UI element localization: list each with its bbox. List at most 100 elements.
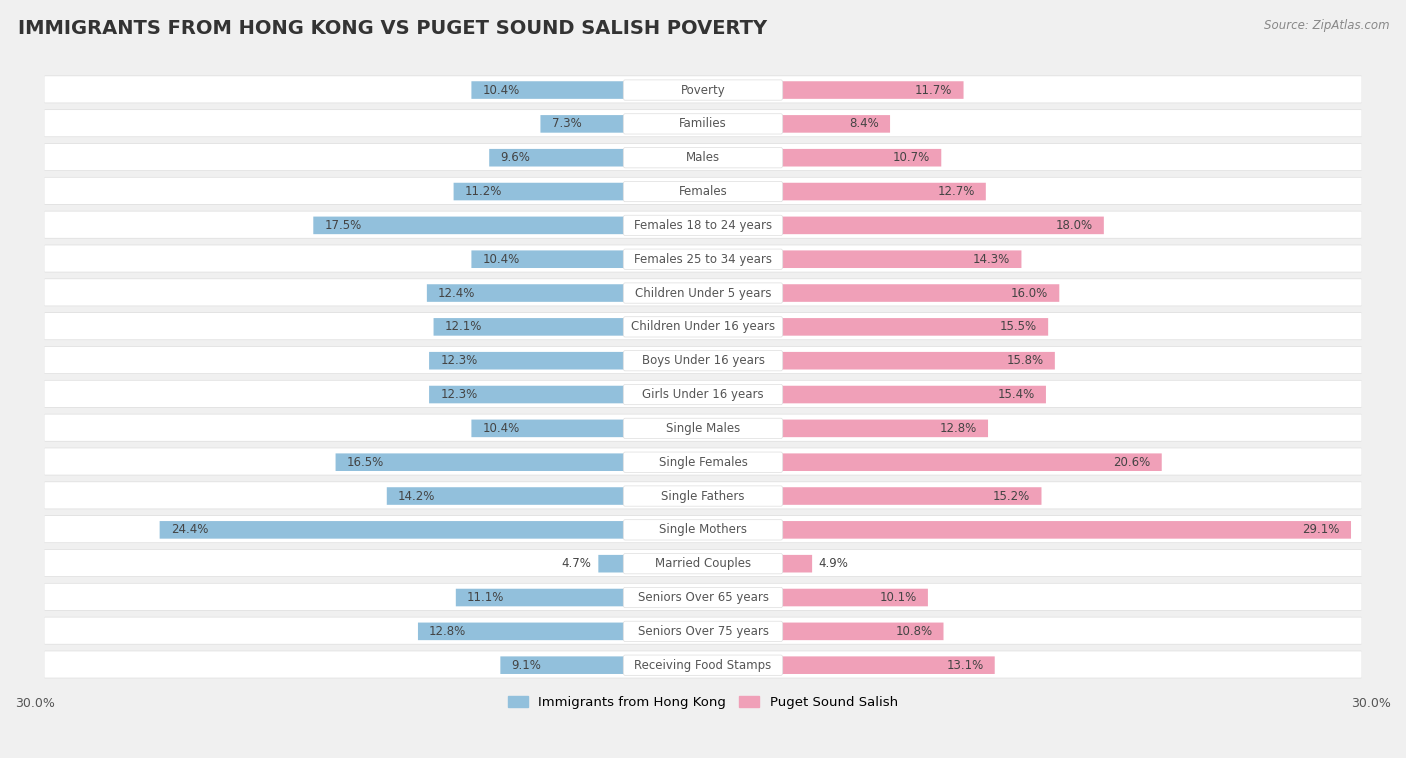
Text: 10.1%: 10.1% [880, 591, 917, 604]
FancyBboxPatch shape [703, 115, 890, 133]
Text: Source: ZipAtlas.com: Source: ZipAtlas.com [1264, 19, 1389, 32]
Text: Families: Families [679, 117, 727, 130]
Text: Single Females: Single Females [658, 456, 748, 468]
Text: 10.4%: 10.4% [482, 252, 520, 266]
FancyBboxPatch shape [703, 183, 986, 200]
FancyBboxPatch shape [623, 350, 783, 371]
Text: Girls Under 16 years: Girls Under 16 years [643, 388, 763, 401]
FancyBboxPatch shape [45, 347, 1361, 373]
FancyBboxPatch shape [623, 553, 783, 574]
FancyBboxPatch shape [623, 587, 783, 608]
FancyBboxPatch shape [45, 516, 1361, 543]
FancyBboxPatch shape [45, 448, 1361, 475]
FancyBboxPatch shape [703, 487, 1042, 505]
Text: 15.8%: 15.8% [1007, 354, 1043, 367]
FancyBboxPatch shape [45, 279, 1361, 305]
Text: 4.7%: 4.7% [562, 557, 592, 570]
FancyBboxPatch shape [45, 515, 1361, 543]
FancyBboxPatch shape [45, 211, 1361, 238]
FancyBboxPatch shape [336, 453, 703, 471]
FancyBboxPatch shape [45, 482, 1361, 509]
FancyBboxPatch shape [703, 453, 1161, 471]
Text: Single Males: Single Males [666, 422, 740, 435]
FancyBboxPatch shape [623, 520, 783, 540]
FancyBboxPatch shape [623, 384, 783, 405]
FancyBboxPatch shape [45, 144, 1361, 171]
FancyBboxPatch shape [314, 217, 703, 234]
Text: 11.2%: 11.2% [465, 185, 502, 198]
FancyBboxPatch shape [623, 317, 783, 337]
Text: 16.0%: 16.0% [1011, 287, 1047, 299]
Text: 24.4%: 24.4% [170, 523, 208, 537]
Text: 10.4%: 10.4% [482, 422, 520, 435]
FancyBboxPatch shape [45, 177, 1361, 204]
Text: Single Fathers: Single Fathers [661, 490, 745, 503]
FancyBboxPatch shape [45, 76, 1361, 103]
Text: 12.4%: 12.4% [439, 287, 475, 299]
FancyBboxPatch shape [623, 486, 783, 506]
FancyBboxPatch shape [703, 284, 1059, 302]
Text: 10.7%: 10.7% [893, 151, 931, 164]
Text: 12.3%: 12.3% [440, 388, 478, 401]
FancyBboxPatch shape [501, 656, 703, 674]
Text: 11.1%: 11.1% [467, 591, 505, 604]
Text: 17.5%: 17.5% [325, 219, 361, 232]
FancyBboxPatch shape [429, 386, 703, 403]
FancyBboxPatch shape [703, 521, 1351, 539]
FancyBboxPatch shape [418, 622, 703, 641]
Text: Females: Females [679, 185, 727, 198]
FancyBboxPatch shape [489, 149, 703, 167]
FancyBboxPatch shape [623, 418, 783, 439]
Text: Females 25 to 34 years: Females 25 to 34 years [634, 252, 772, 266]
Text: Males: Males [686, 151, 720, 164]
FancyBboxPatch shape [623, 622, 783, 641]
FancyBboxPatch shape [45, 313, 1361, 340]
Text: 8.4%: 8.4% [849, 117, 879, 130]
Text: 11.7%: 11.7% [915, 83, 952, 96]
Text: 15.2%: 15.2% [993, 490, 1031, 503]
FancyBboxPatch shape [45, 246, 1361, 271]
FancyBboxPatch shape [45, 346, 1361, 374]
Legend: Immigrants from Hong Kong, Puget Sound Salish: Immigrants from Hong Kong, Puget Sound S… [503, 691, 903, 715]
FancyBboxPatch shape [703, 555, 813, 572]
FancyBboxPatch shape [429, 352, 703, 369]
FancyBboxPatch shape [540, 115, 703, 133]
Text: Children Under 16 years: Children Under 16 years [631, 321, 775, 334]
Text: Females 18 to 24 years: Females 18 to 24 years [634, 219, 772, 232]
FancyBboxPatch shape [703, 656, 994, 674]
FancyBboxPatch shape [45, 651, 1361, 678]
Text: Seniors Over 75 years: Seniors Over 75 years [637, 625, 769, 637]
Text: 14.2%: 14.2% [398, 490, 436, 503]
FancyBboxPatch shape [45, 550, 1361, 576]
Text: 14.3%: 14.3% [973, 252, 1011, 266]
Text: IMMIGRANTS FROM HONG KONG VS PUGET SOUND SALISH POVERTY: IMMIGRANTS FROM HONG KONG VS PUGET SOUND… [18, 19, 768, 38]
FancyBboxPatch shape [623, 148, 783, 168]
FancyBboxPatch shape [45, 278, 1361, 306]
FancyBboxPatch shape [45, 448, 1361, 475]
Text: 7.3%: 7.3% [551, 117, 581, 130]
FancyBboxPatch shape [703, 149, 941, 167]
Text: Seniors Over 65 years: Seniors Over 65 years [637, 591, 769, 604]
FancyBboxPatch shape [45, 549, 1361, 577]
Text: 4.9%: 4.9% [818, 557, 849, 570]
FancyBboxPatch shape [456, 589, 703, 606]
Text: 18.0%: 18.0% [1056, 219, 1092, 232]
Text: 12.7%: 12.7% [938, 185, 974, 198]
Text: 9.6%: 9.6% [501, 151, 530, 164]
FancyBboxPatch shape [433, 318, 703, 336]
FancyBboxPatch shape [703, 386, 1046, 403]
FancyBboxPatch shape [599, 555, 703, 572]
Text: Married Couples: Married Couples [655, 557, 751, 570]
Text: 20.6%: 20.6% [1114, 456, 1150, 468]
FancyBboxPatch shape [45, 211, 1361, 239]
FancyBboxPatch shape [703, 217, 1104, 234]
FancyBboxPatch shape [45, 245, 1361, 272]
FancyBboxPatch shape [45, 617, 1361, 644]
Text: Poverty: Poverty [681, 83, 725, 96]
Text: 10.4%: 10.4% [482, 83, 520, 96]
Text: 12.8%: 12.8% [939, 422, 977, 435]
FancyBboxPatch shape [45, 77, 1361, 102]
FancyBboxPatch shape [45, 143, 1361, 171]
FancyBboxPatch shape [703, 81, 963, 99]
Text: 12.8%: 12.8% [429, 625, 467, 637]
